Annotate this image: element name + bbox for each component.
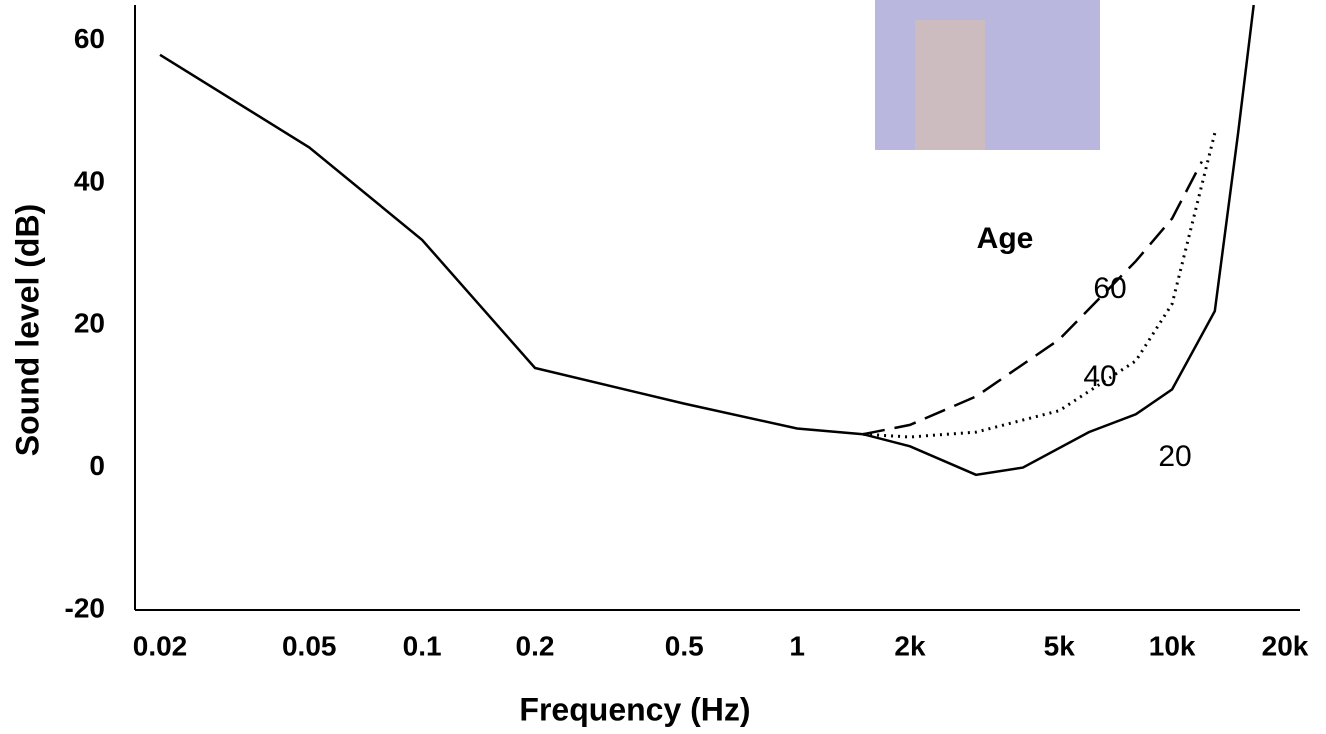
x-tick-label: 0.02 bbox=[133, 630, 188, 661]
y-axis-title: Sound level (dB) bbox=[9, 204, 45, 456]
series-label: 60 bbox=[1093, 272, 1126, 305]
y-tick-label: 20 bbox=[74, 308, 105, 339]
y-tick-label: 0 bbox=[89, 450, 105, 481]
y-tick-label: 40 bbox=[74, 165, 105, 196]
x-tick-label: 0.2 bbox=[516, 630, 555, 661]
x-tick-label: 0.5 bbox=[665, 630, 704, 661]
x-tick-label: 5k bbox=[1044, 630, 1076, 661]
annotation: Age bbox=[977, 222, 1034, 255]
series-label: 40 bbox=[1083, 360, 1116, 393]
x-tick-label: 0.1 bbox=[403, 630, 442, 661]
x-tick-label: 2k bbox=[894, 630, 926, 661]
series-label: 20 bbox=[1158, 440, 1191, 473]
photo-placeholder bbox=[875, 0, 1100, 150]
x-tick-label: 10k bbox=[1149, 630, 1196, 661]
x-tick-label: 1 bbox=[789, 630, 805, 661]
x-tick-label: 0.05 bbox=[282, 630, 337, 661]
x-axis-title: Frequency (Hz) bbox=[519, 691, 750, 727]
line-series bbox=[863, 132, 1217, 439]
line-series bbox=[159, 4, 1255, 477]
y-tick-label: -20 bbox=[65, 592, 105, 623]
y-tick-label: 60 bbox=[74, 23, 105, 54]
x-tick-label: 20k bbox=[1262, 630, 1309, 661]
photo-detail bbox=[915, 20, 985, 150]
line-series bbox=[862, 161, 1203, 436]
